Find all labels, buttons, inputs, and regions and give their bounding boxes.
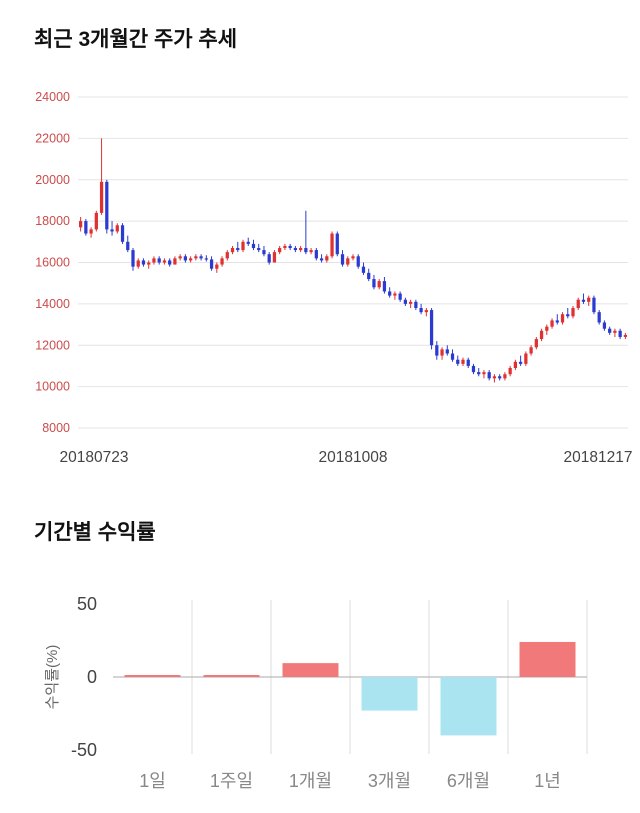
svg-text:수익률(%): 수익률(%) [44, 645, 61, 710]
svg-text:12000: 12000 [35, 338, 70, 352]
svg-text:8000: 8000 [42, 421, 70, 435]
svg-text:6개월: 6개월 [447, 771, 490, 791]
svg-text:24000: 24000 [35, 90, 70, 104]
svg-text:3개월: 3개월 [368, 771, 411, 791]
svg-text:22000: 22000 [35, 131, 70, 145]
period-returns-bar-chart: 50 0 -50 수익률(%) 1일 1주일 1개월 3개월 6개월 1년 [44, 594, 588, 791]
svg-text:20181008: 20181008 [319, 449, 388, 466]
svg-text:1일: 1일 [139, 771, 166, 791]
svg-text:20181217: 20181217 [564, 449, 633, 466]
svg-text:1년: 1년 [534, 771, 561, 791]
svg-text:-50: -50 [71, 740, 97, 760]
svg-text:20180723: 20180723 [60, 449, 129, 466]
svg-text:14000: 14000 [35, 297, 70, 311]
svg-text:10000: 10000 [35, 380, 70, 394]
svg-text:20000: 20000 [35, 173, 70, 187]
svg-text:1주일: 1주일 [210, 771, 253, 791]
svg-text:18000: 18000 [35, 214, 70, 228]
svg-text:1개월: 1개월 [289, 771, 332, 791]
period-returns-title: 기간별 수익률 [34, 521, 156, 544]
price-candlestick-chart: 24000 22000 20000 18000 16000 14000 12000 10000… [35, 90, 633, 466]
svg-text:0: 0 [87, 667, 97, 687]
svg-text:50: 50 [77, 594, 97, 614]
price-trend-title: 최근 3개월간 주가 추세 [34, 28, 238, 51]
svg-text:16000: 16000 [35, 256, 70, 270]
